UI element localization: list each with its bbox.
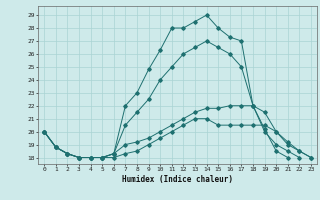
- X-axis label: Humidex (Indice chaleur): Humidex (Indice chaleur): [122, 175, 233, 184]
